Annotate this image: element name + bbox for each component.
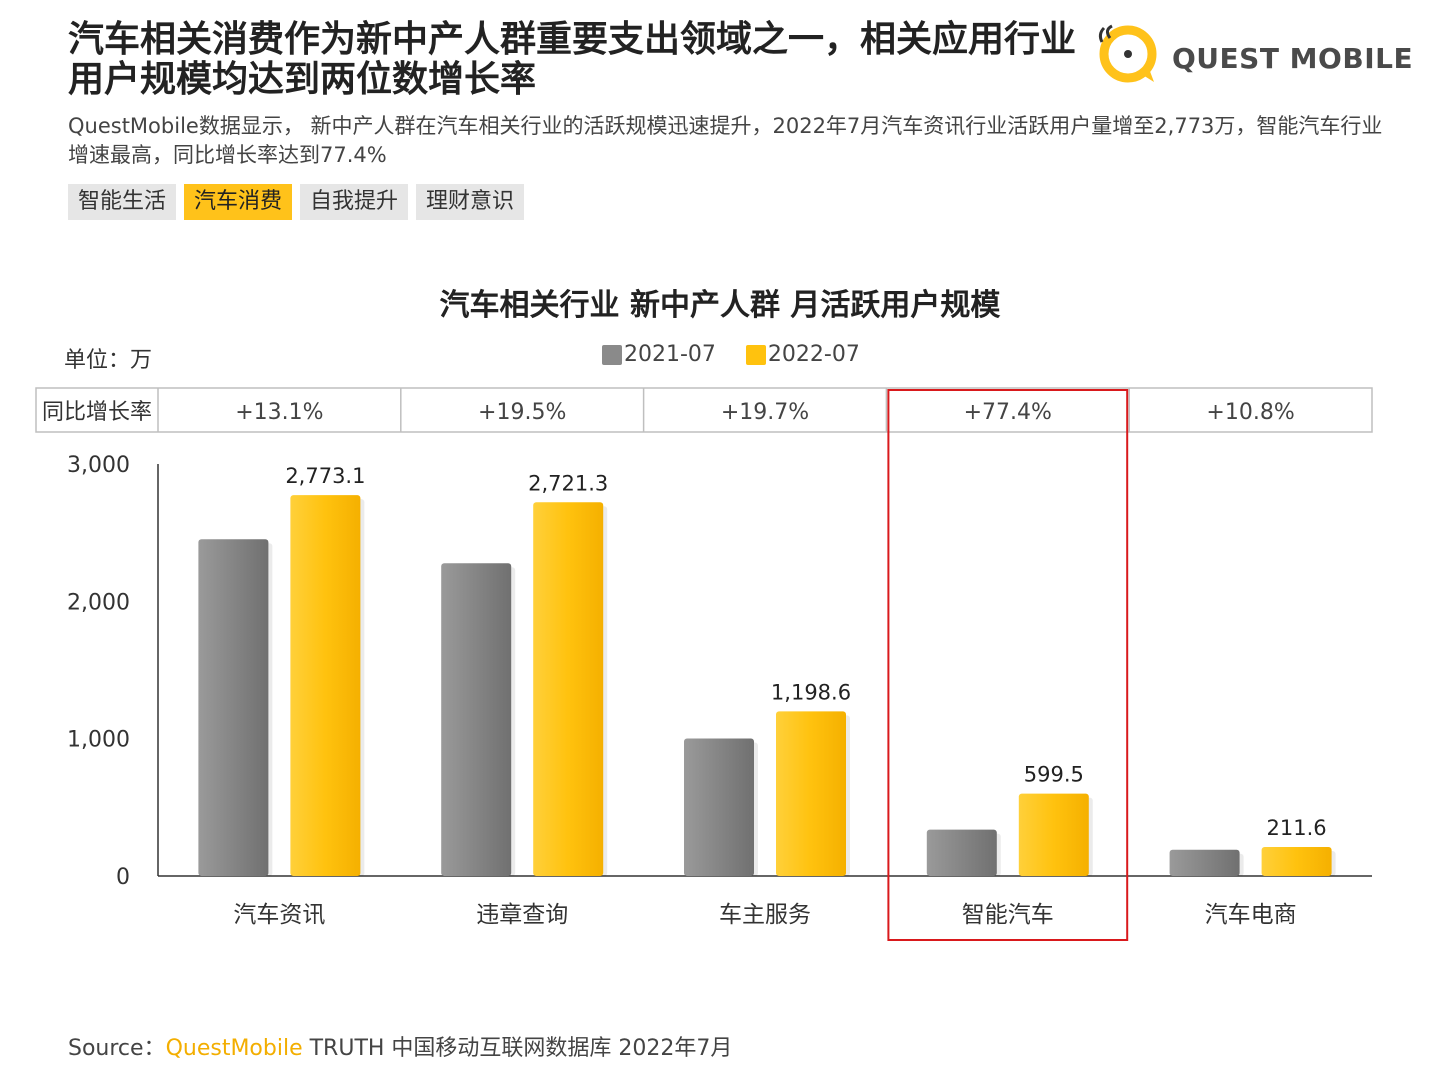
chart-title: 汽车相关行业 新中产人群 月活跃用户规模 bbox=[439, 288, 1001, 323]
x-tick-label-4: 汽车电商 bbox=[1205, 902, 1297, 928]
bar-2021-4 bbox=[1169, 849, 1240, 876]
growth-rate-0: +13.1% bbox=[235, 400, 323, 425]
y-tick-label: 3,000 bbox=[67, 453, 130, 478]
bar-2021-3 bbox=[926, 829, 997, 876]
bar-2021-2 bbox=[684, 738, 754, 876]
quest-mobile-logo: QUEST MOBILE bbox=[1092, 20, 1413, 86]
logo-bubble-icon bbox=[1098, 24, 1157, 83]
tag-car-consumption[interactable]: 汽车消费 bbox=[184, 184, 293, 220]
y-tick-label: 0 bbox=[116, 865, 130, 890]
x-tick-label-3: 智能汽车 bbox=[962, 902, 1054, 928]
value-label-2022-2: 1,198.6 bbox=[771, 680, 851, 704]
legend-item-2021: 2021-07 bbox=[602, 342, 716, 367]
tag-self-improvement[interactable]: 自我提升 bbox=[300, 184, 409, 220]
growth-rate-4: +10.8% bbox=[1206, 400, 1294, 425]
source-rest: TRUTH 中国移动互联网数据库 2022年7月 bbox=[302, 1036, 733, 1061]
bar-2022-0 bbox=[290, 495, 361, 876]
value-label-2022-3: 599.5 bbox=[1024, 763, 1084, 787]
growth-rate-2: +19.7% bbox=[721, 400, 809, 425]
tag-smart-life[interactable]: 智能生活 bbox=[68, 184, 177, 220]
growth-row-label: 同比增长率 bbox=[42, 400, 152, 425]
page-title: 汽车相关消费作为新中产人群重要支出领域之一，相关应用行业用户规模均达到两位数增长… bbox=[68, 19, 1077, 100]
bar-2022-3 bbox=[1018, 793, 1089, 876]
value-label-2022-0: 2,773.1 bbox=[285, 464, 365, 488]
source-line: Source：QuestMobile TRUTH 中国移动互联网数据库 2022… bbox=[68, 1030, 732, 1062]
legend-label-2022: 2022-07 bbox=[767, 342, 860, 367]
legend-item-2022: 2022-07 bbox=[745, 342, 860, 367]
bar-2021-1 bbox=[441, 563, 512, 876]
bar-2022-2 bbox=[776, 711, 846, 876]
y-tick-label: 1,000 bbox=[67, 728, 130, 753]
unit-label: 单位：万 bbox=[64, 348, 153, 373]
bar-2021-0 bbox=[198, 539, 269, 876]
growth-rate-3: +77.4% bbox=[964, 400, 1052, 425]
tag-finance-awareness[interactable]: 理财意识 bbox=[416, 184, 525, 220]
chart-legend: 2021-07 2022-07 bbox=[602, 342, 860, 367]
bar-2022-4 bbox=[1261, 846, 1332, 876]
bar-2022-1 bbox=[533, 502, 604, 876]
x-tick-label-2: 车主服务 bbox=[719, 902, 811, 928]
y-tick-label: 2,000 bbox=[67, 590, 130, 615]
highlight-box-smart-car bbox=[887, 389, 1129, 941]
bar-chart: 同比增长率 +13.1% +19.5% +19.7% +77.4% +10.8% 0 1,00… bbox=[35, 387, 1373, 941]
legend-swatch-2022 bbox=[745, 344, 766, 365]
value-label-2022-4: 211.6 bbox=[1267, 816, 1327, 840]
logo-text: QUEST MOBILE bbox=[1172, 42, 1414, 75]
source-brand: QuestMobile bbox=[165, 1036, 303, 1061]
value-label-2022-1: 2,721.3 bbox=[528, 471, 608, 495]
growth-rate-1: +19.5% bbox=[478, 400, 566, 425]
tag-bar: 智能生活 汽车消费 自我提升 理财意识 bbox=[68, 184, 525, 220]
legend-swatch-2021 bbox=[602, 344, 622, 365]
x-tick-label-0: 汽车资讯 bbox=[233, 902, 325, 928]
source-prefix: Source： bbox=[68, 1036, 166, 1061]
x-tick-label-1: 违章查询 bbox=[476, 902, 568, 928]
page-description: QuestMobile数据显示， 新中产人群在汽车相关行业的活跃规模迅速提升，2… bbox=[68, 114, 1383, 167]
legend-label-2021: 2021-07 bbox=[624, 342, 716, 367]
growth-row-frame bbox=[35, 387, 1373, 433]
